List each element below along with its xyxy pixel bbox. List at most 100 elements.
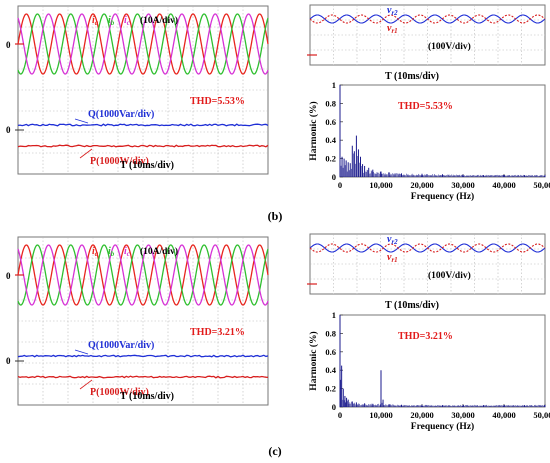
vr1-label: vr1 <box>387 23 398 35</box>
vr1-trace <box>309 14 546 24</box>
spec-ytick-label: 1 <box>332 80 336 90</box>
vr2-label: vr2 <box>387 5 398 17</box>
spec-ytick-label: 0.6 <box>325 117 336 127</box>
p-leader <box>79 379 93 390</box>
spec-xtick-label: 20,000 <box>410 410 433 420</box>
spec-frame <box>339 84 546 178</box>
p-label: P(1000W/div) <box>90 156 149 167</box>
caption-b: (b) <box>268 209 283 223</box>
phase-label-ib: ib <box>108 15 115 27</box>
p-label: P(1000W/div) <box>90 387 149 398</box>
current-scale-label: (10A/div) <box>140 246 178 257</box>
scope-thd-label: THD=5.53% <box>190 96 245 107</box>
phase-label-ia-main: i <box>92 246 95 257</box>
spec-xtick-label: 30,000 <box>451 180 474 190</box>
vr2-label-main: v <box>387 234 392 245</box>
p-trace <box>17 375 269 379</box>
spectrum-panel-b: 0 0.2 0.4 0.6 0.8 1 0 10,000 20,000 30,000 40,000 5… <box>308 80 550 202</box>
phase-label-ia-main: i <box>92 15 95 26</box>
spec-ytick-label: 0 <box>332 172 336 182</box>
spec-xtick-label: 40,000 <box>492 410 515 420</box>
volt-scale-label: (100V/div) <box>428 270 471 281</box>
caption-c: (c) <box>268 444 281 458</box>
current-trace-ia <box>17 13 269 75</box>
vr1-label-main: v <box>387 252 392 263</box>
current-zero-label: 0 <box>6 40 11 50</box>
phase-label-ib-main: i <box>108 246 111 257</box>
spec-xlabel: Frequency (Hz) <box>411 191 474 202</box>
spec-ytick-label: 0 <box>332 402 336 412</box>
spec-ytick-label: 0.2 <box>325 384 336 394</box>
current-trace-ia <box>17 244 269 306</box>
vr2-label-sub: r2 <box>391 9 398 17</box>
spec-thd-label: THD=3.21% <box>398 331 453 342</box>
p-trace <box>17 144 269 148</box>
phase-label-ia-sub: a <box>95 250 99 258</box>
spec-ytick-label: 0.8 <box>325 98 336 108</box>
current-trace-ic <box>17 13 269 75</box>
spec-ytick-label: 0.2 <box>325 154 336 164</box>
phase-label-ib-main: i <box>108 15 111 26</box>
spectrum-panel-c: 0 0.2 0.4 0.6 0.8 1 0 10,000 20,000 30,000 40,000 5… <box>308 310 550 432</box>
vr1-label-sub: r1 <box>391 256 397 264</box>
spec-xtick-label: 20,000 <box>410 180 433 190</box>
spec-ytick-label: 0.6 <box>325 347 336 357</box>
power-zero-label: 0 <box>6 356 11 366</box>
spec-ylabel: Harmonic (%) <box>308 331 319 390</box>
spec-xtick-label: 10,000 <box>369 410 392 420</box>
vr1-label-main: v <box>387 23 392 34</box>
spec-ytick-label: 0.8 <box>325 328 336 338</box>
spec-xtick-label: 50,000 <box>533 180 550 190</box>
spec-ylabel: Harmonic (%) <box>308 101 319 160</box>
volt-time-label: T (10ms/div) <box>385 300 439 311</box>
spec-ytick-label: 0.4 <box>325 365 336 375</box>
scope-time-label: T (10ms/div) <box>120 391 174 402</box>
phase-label-ic-sub: c <box>127 250 130 258</box>
phase-label-ic: ic <box>124 15 130 27</box>
q-trace <box>17 354 269 358</box>
phase-label-ib-sub: b <box>111 250 115 258</box>
spec-xlabel: Frequency (Hz) <box>411 421 474 432</box>
volt-time-label: T (10ms/div) <box>385 71 439 82</box>
vr1-label: vr1 <box>387 252 398 264</box>
phase-label-ic-main: i <box>124 246 127 257</box>
q-label: Q(1000Var/div) <box>88 340 154 351</box>
q-label: Q(1000Var/div) <box>88 109 154 120</box>
phase-label-ib-sub: b <box>111 19 115 27</box>
spec-ytick-label: 1 <box>332 310 336 320</box>
spec-xtick-label: 40,000 <box>492 180 515 190</box>
scope-time-label: T (10ms/div) <box>120 160 174 171</box>
spec-xtick-label: 10,000 <box>369 180 392 190</box>
spec-xtick-label: 30,000 <box>451 410 474 420</box>
spec-frame <box>339 314 546 408</box>
spec-ytick-label: 0.4 <box>325 135 336 145</box>
phase-label-ic-main: i <box>124 15 127 26</box>
q-trace <box>17 123 269 127</box>
current-zero-label: 0 <box>6 271 11 281</box>
spec-xtick-label: 0 <box>338 410 342 420</box>
vr2-label-sub: r2 <box>391 238 398 246</box>
vr1-label-sub: r1 <box>391 27 397 35</box>
spec-xtick-label: 0 <box>338 180 342 190</box>
vr2-label: vr2 <box>387 234 398 246</box>
current-scale-label: (10A/div) <box>140 15 178 26</box>
spec-thd-label: THD=5.53% <box>398 101 453 112</box>
vr2-label-main: v <box>387 5 392 16</box>
q-leader <box>74 118 89 124</box>
volt-scale-label: (100V/div) <box>428 41 471 52</box>
phase-label-ic-sub: c <box>127 19 130 27</box>
phase-label-ia-sub: a <box>95 19 99 27</box>
vr1-trace <box>309 243 546 253</box>
spec-xtick-label: 50,000 <box>533 410 550 420</box>
current-trace-ic <box>17 244 269 306</box>
phase-label-ia: ia <box>92 15 99 27</box>
q-leader <box>74 349 89 355</box>
phase-label-ia: ia <box>92 246 99 258</box>
phase-label-ib: ib <box>108 246 115 258</box>
phase-label-ic: ic <box>124 246 130 258</box>
